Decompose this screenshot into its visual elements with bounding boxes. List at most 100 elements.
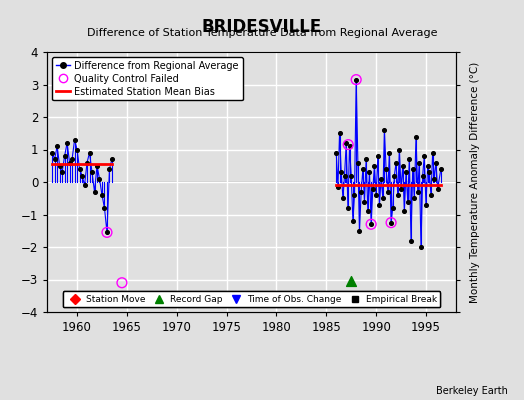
Point [70, 136, 79, 143]
Point [379, 195, 387, 202]
Point [50, 156, 59, 162]
Point [361, 198, 369, 205]
Point [352, 76, 361, 83]
Point [369, 185, 377, 192]
Point [351, 192, 359, 198]
Point [374, 153, 382, 159]
Point [340, 172, 348, 179]
Point [395, 146, 403, 153]
Point [403, 198, 412, 205]
Point [83, 159, 91, 166]
Point [436, 166, 445, 172]
Point [90, 188, 99, 195]
Point [85, 150, 94, 156]
Point [413, 188, 422, 195]
Point [409, 166, 417, 172]
Text: BRIDESVILLE: BRIDESVILLE [202, 18, 322, 36]
Point [95, 176, 104, 182]
Point [419, 172, 427, 179]
Point [58, 169, 67, 176]
Point [384, 188, 392, 195]
Text: Difference of Station Temperature Data from Regional Average: Difference of Station Temperature Data f… [87, 28, 437, 38]
Point [354, 159, 362, 166]
Point [359, 166, 367, 172]
Point [98, 192, 106, 198]
Point [108, 156, 116, 162]
Point [422, 202, 430, 208]
Point [118, 280, 126, 286]
Point [427, 192, 435, 198]
Point [365, 169, 374, 176]
Point [372, 192, 380, 198]
Point [430, 176, 439, 182]
Point [423, 162, 432, 169]
Point [415, 159, 423, 166]
Point [63, 140, 71, 146]
Point [73, 146, 81, 153]
Point [337, 169, 345, 176]
Point [342, 140, 351, 146]
Point [382, 166, 390, 172]
Point [397, 185, 405, 192]
Point [362, 156, 370, 162]
Point [348, 218, 357, 224]
Point [399, 162, 407, 169]
Point [60, 153, 69, 159]
Point [420, 153, 429, 159]
Point [75, 166, 84, 172]
Point [339, 195, 347, 202]
Point [387, 220, 395, 226]
Point [56, 162, 64, 169]
Point [377, 176, 385, 182]
Point [93, 162, 101, 169]
Point [78, 172, 86, 179]
Point [66, 159, 74, 166]
Point [433, 185, 442, 192]
Point [334, 184, 342, 190]
Point [357, 188, 365, 195]
Point [347, 278, 355, 284]
Point [367, 221, 375, 228]
Point [88, 169, 96, 176]
Point [407, 237, 415, 244]
Point [417, 244, 425, 250]
Point [375, 202, 384, 208]
Point [103, 229, 111, 236]
Point [80, 182, 89, 188]
Point [394, 192, 402, 198]
Point [335, 130, 344, 136]
Point [100, 205, 108, 211]
Point [380, 127, 389, 133]
Point [370, 162, 379, 169]
Point [429, 150, 437, 156]
Point [390, 172, 399, 179]
Point [387, 220, 395, 226]
Point [385, 150, 394, 156]
Point [400, 208, 409, 214]
Text: Berkeley Earth: Berkeley Earth [436, 386, 508, 396]
Point [405, 156, 413, 162]
Point [344, 142, 353, 148]
Legend: Station Move, Record Gap, Time of Obs. Change, Empirical Break: Station Move, Record Gap, Time of Obs. C… [63, 291, 440, 308]
Point [412, 133, 420, 140]
Point [355, 228, 364, 234]
Point [344, 205, 352, 211]
Point [352, 76, 361, 83]
Point [425, 169, 433, 176]
Point [392, 159, 400, 166]
Point [103, 229, 111, 236]
Point [367, 221, 375, 228]
Point [48, 150, 57, 156]
Point [432, 159, 440, 166]
Point [389, 205, 397, 211]
Y-axis label: Monthly Temperature Anomaly Difference (°C): Monthly Temperature Anomaly Difference (… [471, 61, 481, 303]
Point [332, 150, 341, 156]
Point [402, 169, 410, 176]
Point [410, 195, 419, 202]
Point [68, 156, 77, 162]
Point [347, 172, 355, 179]
Point [53, 143, 61, 150]
Point [105, 166, 114, 172]
Point [364, 208, 372, 214]
Point [345, 143, 354, 150]
